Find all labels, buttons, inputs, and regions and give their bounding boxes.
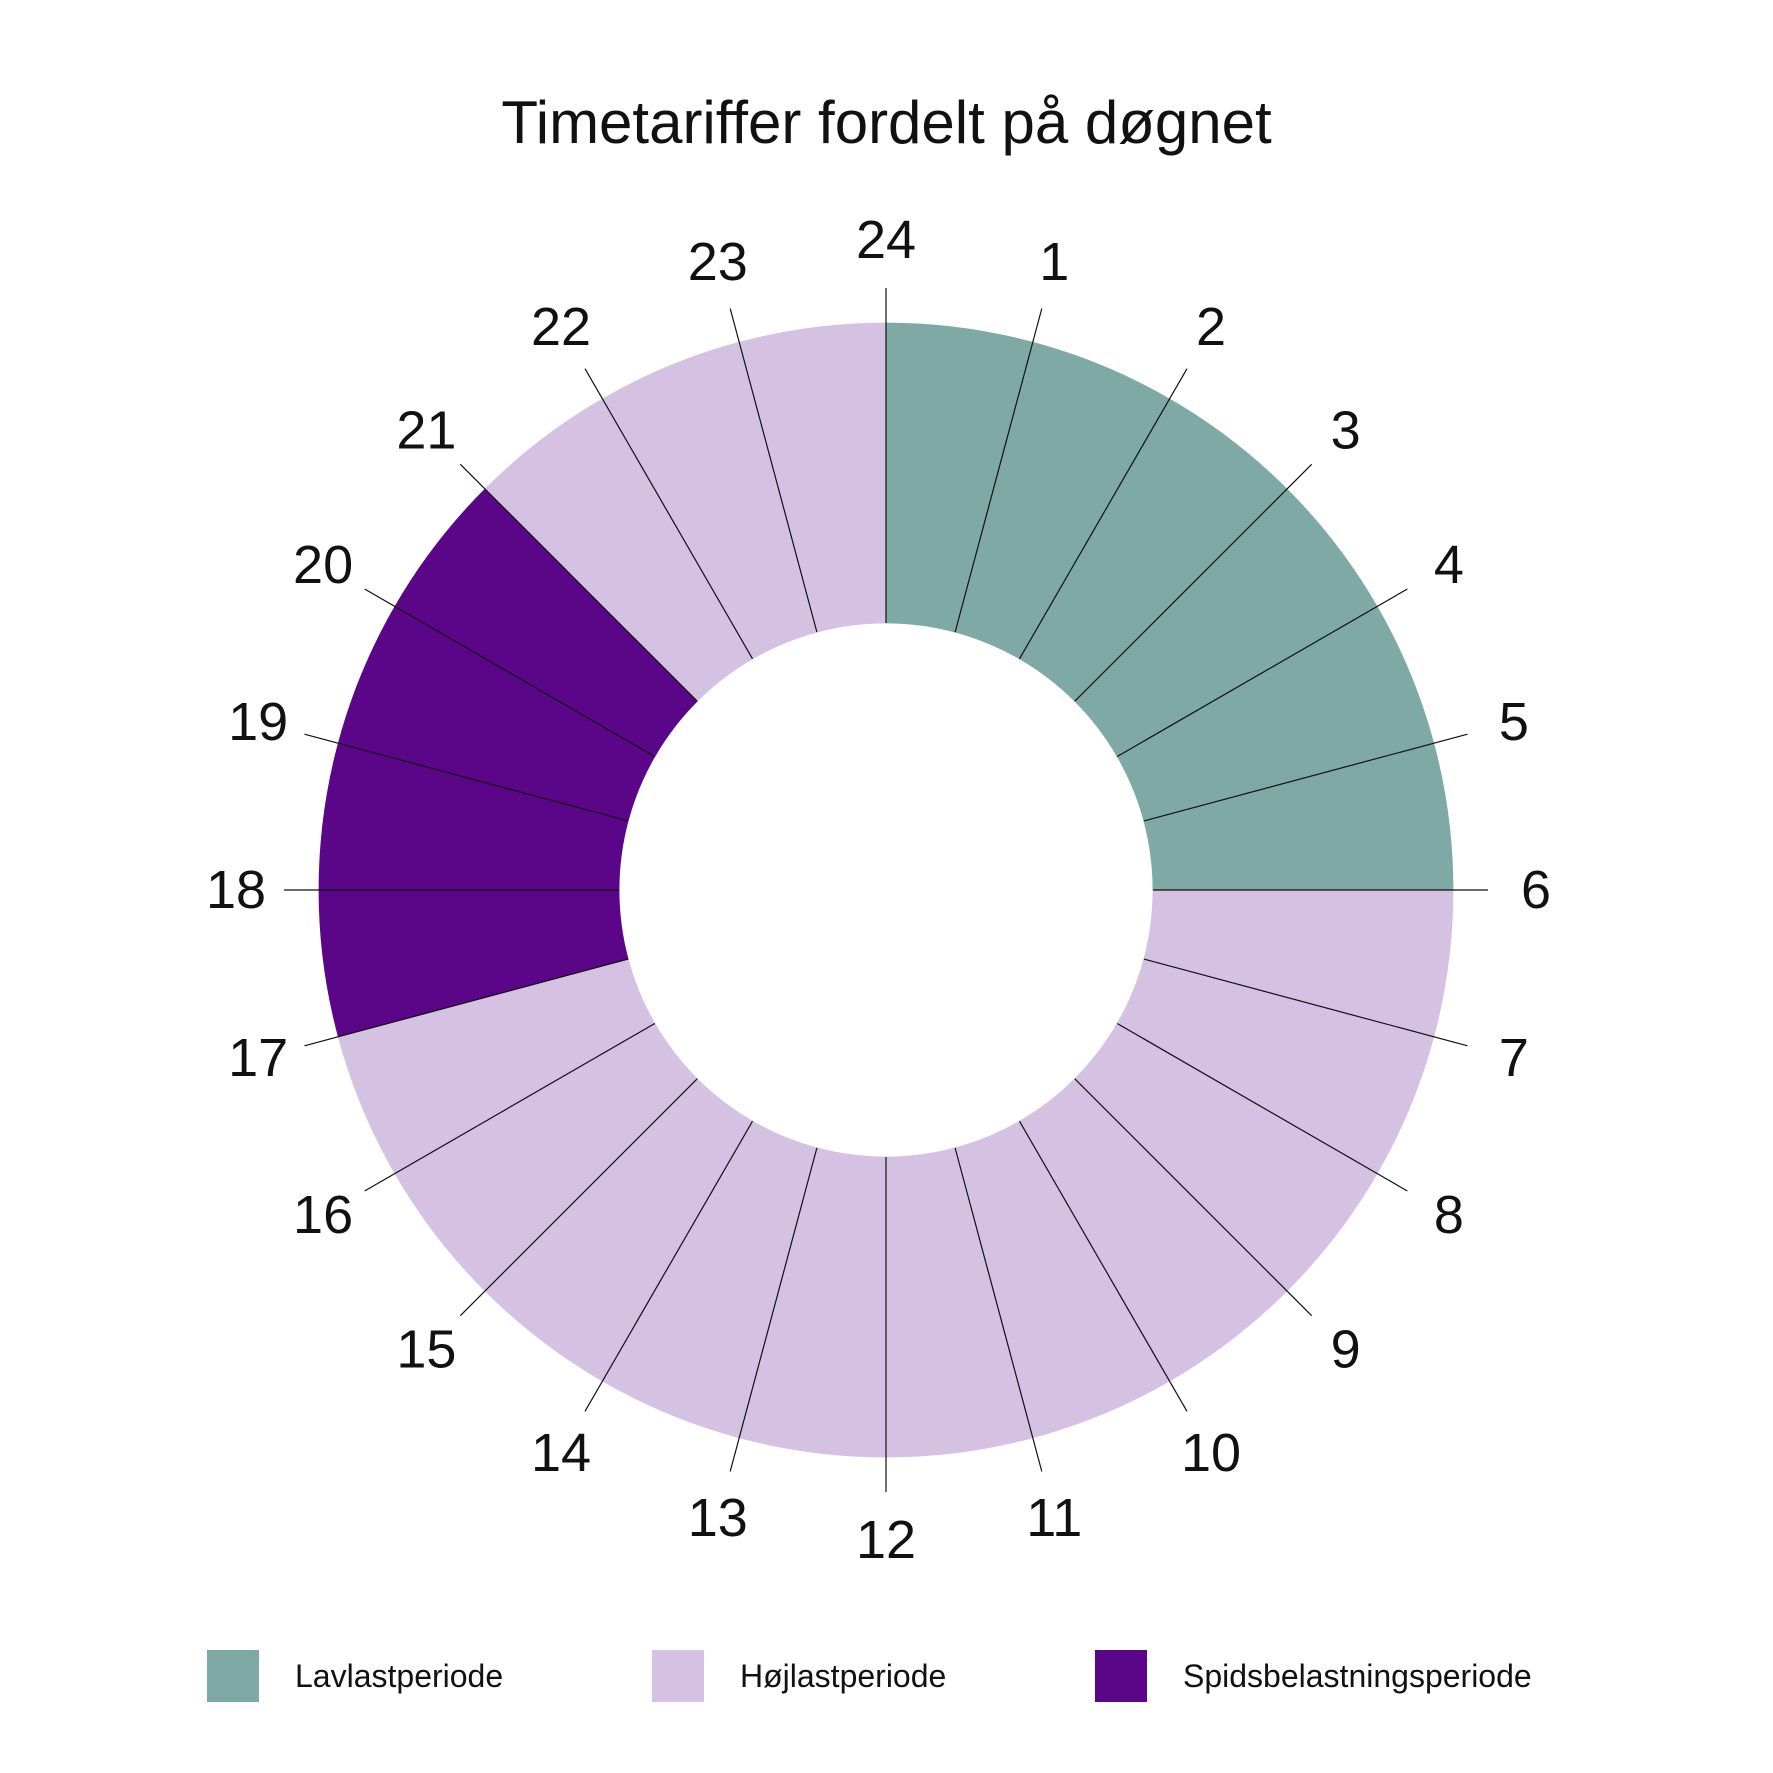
legend-swatch-spids — [1095, 1650, 1147, 1702]
tick-hour-3 — [1074, 463, 1313, 702]
tick-hour-15 — [459, 1078, 698, 1317]
label-hour-5: 5 — [1499, 692, 1529, 752]
tick-hour-11 — [954, 1147, 1043, 1472]
legend-item-spids: Spidsbelastningsperiode — [1095, 1650, 1532, 1702]
tick-hour-23 — [729, 308, 818, 633]
label-hour-12: 12 — [856, 1510, 916, 1570]
tick-hour-10 — [1018, 1120, 1188, 1412]
label-hour-24: 24 — [856, 210, 916, 270]
tick-hour-20 — [364, 588, 656, 758]
legend-item-hojlast: Højlastperiode — [652, 1650, 946, 1702]
label-hour-23: 23 — [688, 232, 748, 292]
label-hour-15: 15 — [396, 1320, 456, 1380]
tick-hour-14 — [584, 1120, 754, 1412]
label-hour-4: 4 — [1434, 535, 1464, 595]
label-hour-1: 1 — [1039, 232, 1069, 292]
tick-hour-1 — [954, 308, 1043, 633]
tick-hour-5 — [1143, 733, 1468, 822]
tick-hour-7 — [1143, 958, 1468, 1047]
label-hour-21: 21 — [396, 400, 456, 460]
label-hour-13: 13 — [688, 1488, 748, 1548]
donut-slices — [318, 322, 1454, 1458]
tick-hour-13 — [729, 1147, 818, 1472]
tick-hour-9 — [1074, 1078, 1313, 1317]
legend-label-lavlast: Lavlastperiode — [295, 1657, 504, 1694]
label-hour-19: 19 — [228, 692, 288, 752]
label-hour-8: 8 — [1434, 1185, 1464, 1245]
label-hour-22: 22 — [531, 297, 591, 357]
tick-hour-21 — [459, 463, 698, 702]
label-hour-10: 10 — [1181, 1423, 1241, 1483]
tick-hour-16 — [364, 1022, 656, 1192]
chart-title: Timetariffer fordelt på døgnet — [501, 89, 1272, 156]
label-hour-2: 2 — [1196, 297, 1226, 357]
label-hour-3: 3 — [1331, 400, 1361, 460]
tick-hour-2 — [1018, 368, 1188, 660]
tick-hour-17 — [304, 958, 629, 1047]
tick-hour-19 — [304, 733, 629, 822]
label-hour-18: 18 — [206, 860, 266, 920]
legend-label-spids: Spidsbelastningsperiode — [1183, 1657, 1532, 1694]
legend-swatch-lavlast — [207, 1650, 259, 1702]
hour-tick-lines — [284, 288, 1488, 1492]
label-hour-16: 16 — [293, 1185, 353, 1245]
label-hour-6: 6 — [1521, 860, 1551, 920]
label-hour-11: 11 — [1026, 1488, 1082, 1548]
label-hour-20: 20 — [293, 535, 353, 595]
label-hour-17: 17 — [228, 1028, 288, 1088]
legend-item-lavlast: Lavlastperiode — [207, 1650, 503, 1702]
legend-label-hojlast: Højlastperiode — [740, 1657, 947, 1694]
legend-swatch-hojlast — [652, 1650, 704, 1702]
tick-hour-8 — [1116, 1022, 1408, 1192]
tick-hour-22 — [584, 368, 754, 660]
label-hour-14: 14 — [531, 1423, 591, 1483]
legend: Lavlastperiode Højlastperiode Spidsbelas… — [0, 1650, 1773, 1710]
label-hour-7: 7 — [1499, 1028, 1529, 1088]
tick-hour-4 — [1116, 588, 1408, 758]
label-hour-9: 9 — [1331, 1320, 1361, 1380]
